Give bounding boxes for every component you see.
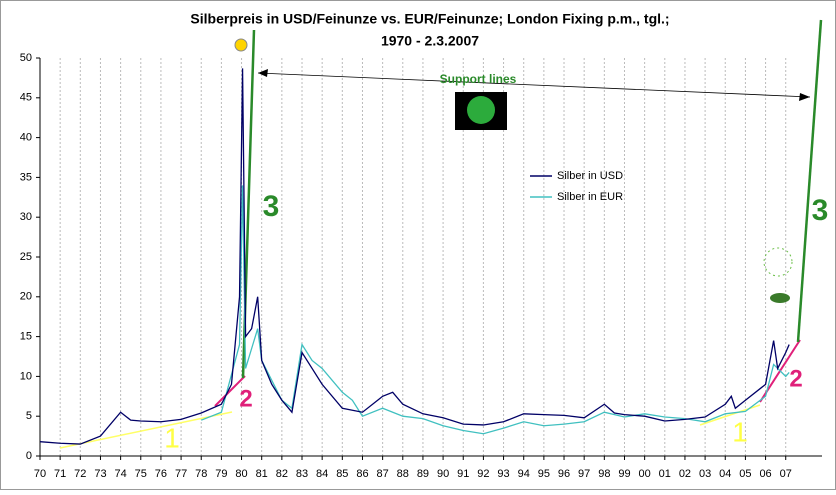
x-tick-label: 72 (74, 468, 86, 480)
x-tick-label: 84 (316, 468, 328, 480)
x-tick-label: 79 (215, 468, 227, 480)
x-tick-label: 99 (618, 468, 630, 480)
x-tick-label: 89 (417, 468, 429, 480)
x-tick-label: 92 (477, 468, 489, 480)
x-tick-label: 02 (679, 468, 691, 480)
y-tick-label: 25 (20, 251, 32, 263)
smiley-icon (234, 38, 248, 52)
y-tick-label: 50 (20, 52, 32, 64)
legend-label: Silber in USD (557, 170, 623, 182)
annotation: 3 (263, 190, 280, 223)
x-tick-label: 90 (437, 468, 449, 480)
y-tick-label: 15 (20, 331, 32, 343)
support-line (796, 19, 823, 343)
x-tick-label: 94 (518, 468, 530, 480)
x-tick-label: 71 (54, 468, 66, 480)
annotation: 1 (732, 416, 748, 447)
x-tick-label: 96 (558, 468, 570, 480)
x-tick-label: 74 (114, 468, 126, 480)
x-tick-label: 80 (235, 468, 247, 480)
x-tick-label: 87 (377, 468, 389, 480)
legend-box (525, 164, 655, 210)
legend-label: Silber in EUR (557, 191, 623, 203)
y-tick-label: 45 (20, 92, 32, 104)
x-tick-label: 86 (356, 468, 368, 480)
annotation: Support lines (440, 72, 517, 86)
x-tick-label: 95 (538, 468, 550, 480)
x-tick-label: 97 (578, 468, 590, 480)
frog-icon (770, 293, 790, 303)
y-tick-label: 5 (26, 410, 32, 422)
x-tick-label: 07 (780, 468, 792, 480)
annotation: 3 (812, 194, 829, 227)
x-tick-label: 01 (659, 468, 671, 480)
x-tick-label: 91 (457, 468, 469, 480)
x-tick-label: 77 (175, 468, 187, 480)
x-tick-label: 00 (639, 468, 651, 480)
y-tick-label: 10 (20, 370, 32, 382)
x-tick-label: 88 (397, 468, 409, 480)
y-tick-label: 20 (20, 291, 32, 303)
chart-title: Silberpreis in USD/Feinunze vs. EUR/Fein… (190, 11, 669, 27)
annotation: 1 (164, 422, 180, 453)
x-tick-label: 04 (719, 468, 731, 480)
x-tick-label: 85 (336, 468, 348, 480)
x-tick-label: 70 (34, 468, 46, 480)
y-tick-label: 40 (20, 132, 32, 144)
arrow (257, 72, 811, 98)
support-line (214, 375, 246, 407)
y-tick-label: 35 (20, 171, 32, 183)
x-tick-label: 83 (296, 468, 308, 480)
x-tick-label: 82 (276, 468, 288, 480)
series-line (39, 68, 790, 445)
x-tick-label: 78 (195, 468, 207, 480)
smiley-face (467, 96, 495, 124)
y-tick-label: 0 (26, 450, 32, 462)
y-tick-label: 30 (20, 211, 32, 223)
x-tick-label: 81 (256, 468, 268, 480)
x-tick-label: 73 (94, 468, 106, 480)
chart-subtitle: 1970 - 2.3.2007 (381, 33, 479, 49)
x-tick-label: 06 (759, 468, 771, 480)
x-tick-label: 98 (598, 468, 610, 480)
sparkle-icon (763, 247, 793, 277)
x-tick-label: 05 (739, 468, 751, 480)
annotation: 2 (789, 365, 802, 392)
x-tick-label: 76 (155, 468, 167, 480)
x-tick-label: 03 (699, 468, 711, 480)
x-tick-label: 75 (135, 468, 147, 480)
support-line (59, 411, 233, 449)
annotation: 2 (239, 385, 252, 412)
x-tick-label: 93 (497, 468, 509, 480)
